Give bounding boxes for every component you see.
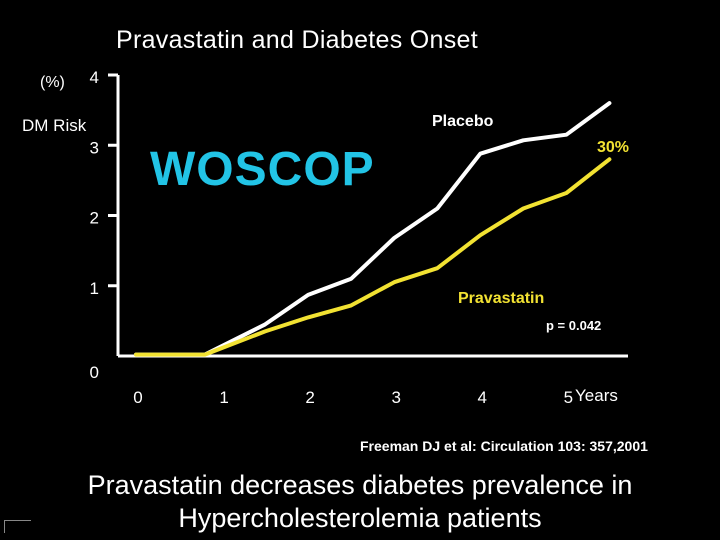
placebo-series-label: Placebo	[432, 113, 494, 130]
pravastatin-series-label: Pravastatin	[458, 290, 544, 307]
y-tick-label: 0	[90, 363, 99, 382]
p-value-annotation: p = 0.042	[546, 318, 601, 333]
conclusion-line-1: Pravastatin decreases diabetes prevalenc…	[87, 470, 633, 500]
conclusion-line-2: Hypercholesterolemia patients	[178, 503, 542, 533]
reduction-annotation: 30%	[597, 139, 629, 156]
pravastatin-series-line	[134, 157, 612, 357]
citation: Freeman DJ et al: Circulation 103: 357,2…	[360, 438, 648, 454]
placebo-series-line	[134, 101, 612, 357]
x-tick-label: 0	[133, 388, 142, 407]
y-tick-label: 4	[90, 68, 99, 87]
x-tick-label: 5	[564, 388, 573, 407]
corner-logo-icon	[4, 520, 31, 533]
x-tick-label: 2	[305, 388, 314, 407]
study-watermark: WOSCOP	[150, 143, 375, 196]
y-axis-label: DM Risk	[22, 116, 87, 135]
x-tick-label: 3	[391, 388, 400, 407]
y-axis-unit: (%)	[40, 74, 65, 91]
page-title: Pravastatin and Diabetes Onset	[116, 26, 478, 54]
y-tick-label: 2	[90, 209, 99, 228]
y-tick-label: 1	[90, 279, 99, 298]
x-tick-label: 1	[219, 388, 228, 407]
y-tick-label: 3	[90, 138, 99, 157]
x-axis-label: Years	[575, 386, 618, 405]
x-tick-label: 4	[478, 388, 487, 407]
